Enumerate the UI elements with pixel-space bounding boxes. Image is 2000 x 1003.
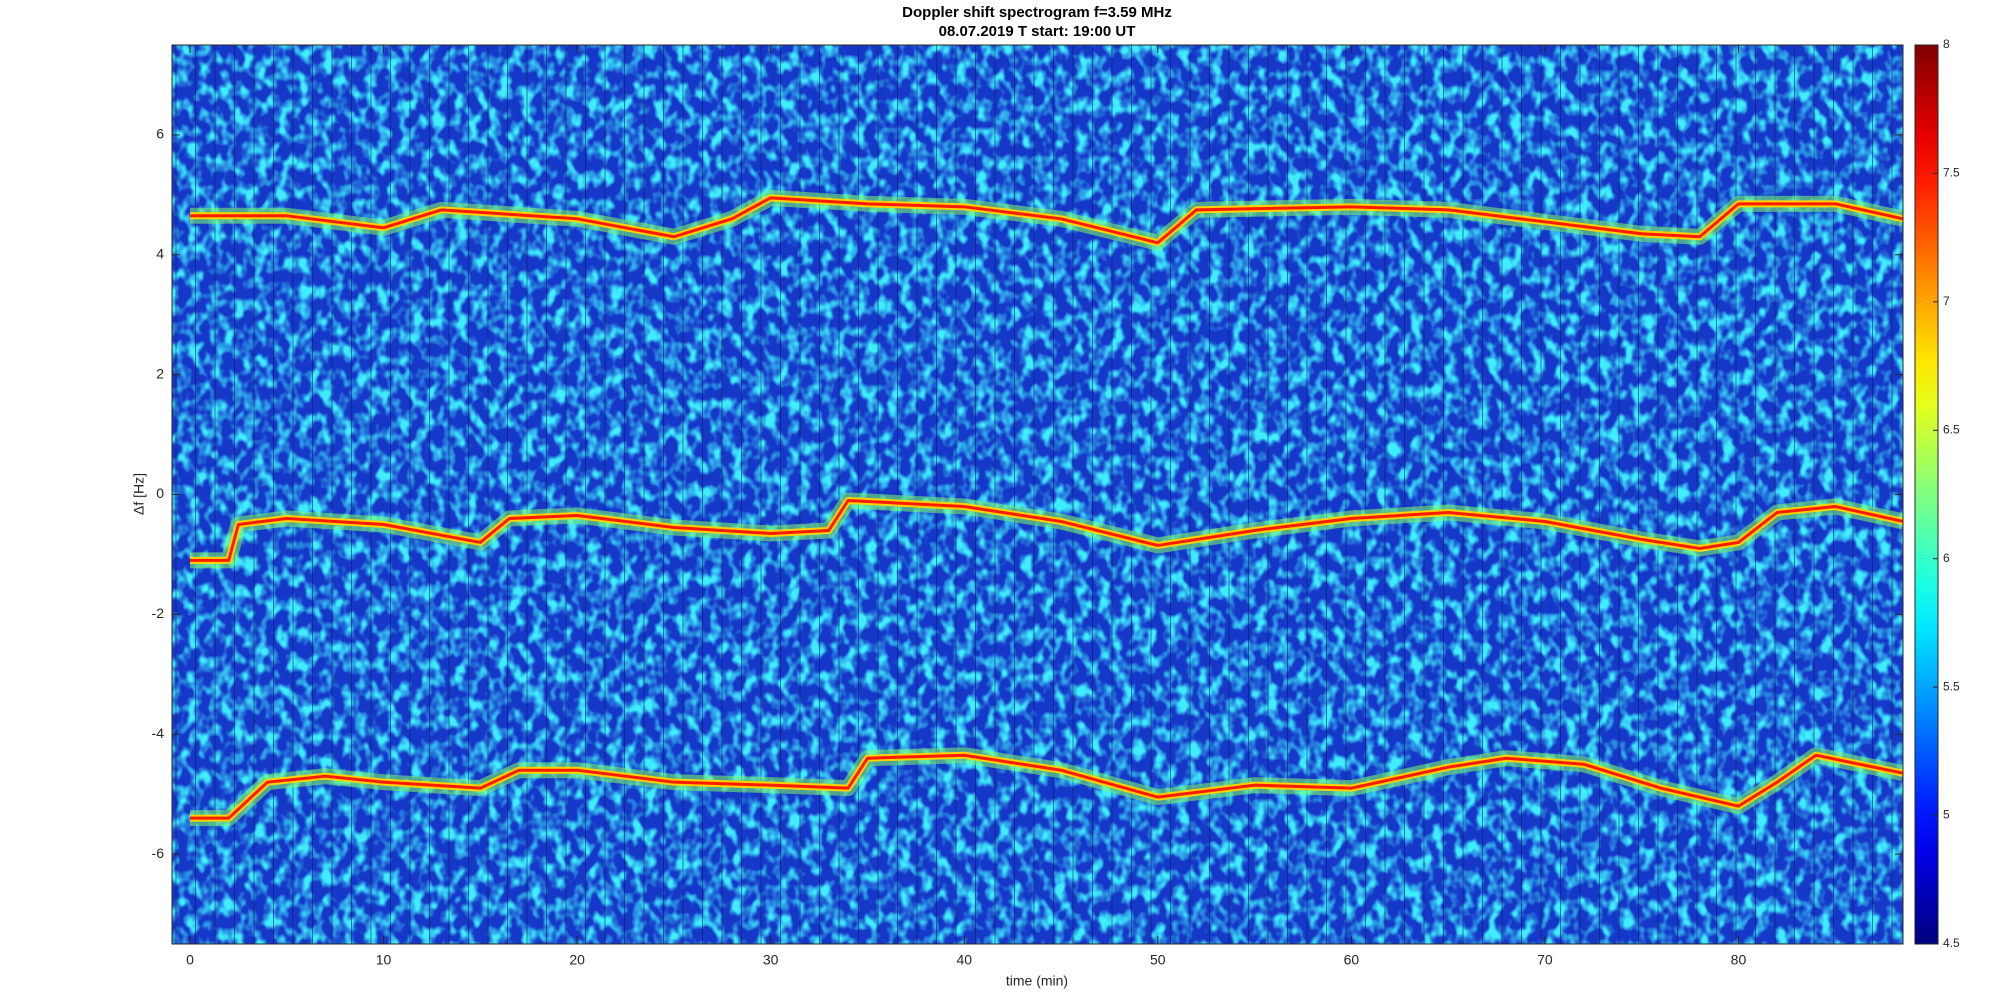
y-tick-label: -4 <box>152 725 165 741</box>
x-tick-label: 50 <box>1150 952 1166 968</box>
colorbar-tick-label: 5.5 <box>1943 679 1960 693</box>
x-tick-label: 0 <box>186 952 194 968</box>
x-tick-label: 80 <box>1731 952 1747 968</box>
colorbar <box>1914 44 1939 945</box>
trace <box>190 753 1903 820</box>
y-tick-label: 2 <box>156 365 164 381</box>
chart-subtitle: 08.07.2019 T start: 19:00 UT <box>939 23 1136 40</box>
x-tick-label: 30 <box>763 952 779 968</box>
scan-lines <box>172 45 1903 944</box>
y-axis-label: Δf [Hz] <box>131 473 147 515</box>
trace <box>190 498 1903 562</box>
x-tick-label: 70 <box>1537 952 1553 968</box>
x-tick-label: 60 <box>1344 952 1360 968</box>
y-tick-label: 4 <box>156 245 164 261</box>
y-tick-label: -2 <box>152 605 165 621</box>
y-tick-label: 0 <box>156 485 164 501</box>
x-axis-label: time (min) <box>1006 973 1068 989</box>
colorbar-tick-label: 4.5 <box>1943 936 1960 950</box>
x-tick-label: 10 <box>376 952 392 968</box>
chart-title: Doppler shift spectrogram f=3.59 MHz <box>902 4 1172 21</box>
colorbar-tick-label: 6 <box>1943 551 1950 565</box>
colorbar-tick-label: 6.5 <box>1943 422 1960 436</box>
colorbar-tick-label: 7 <box>1943 294 1950 308</box>
traces <box>190 189 1903 827</box>
trace <box>190 196 1903 245</box>
y-tick-label: 6 <box>156 126 164 142</box>
colorbar-tick-label: 5 <box>1943 808 1950 822</box>
colorbar-tick-label: 7.5 <box>1943 166 1960 180</box>
x-tick-label: 40 <box>956 952 972 968</box>
x-tick-label: 20 <box>569 952 585 968</box>
colorbar-tick-label: 8 <box>1943 37 1950 51</box>
y-tick-label: -6 <box>152 845 165 861</box>
